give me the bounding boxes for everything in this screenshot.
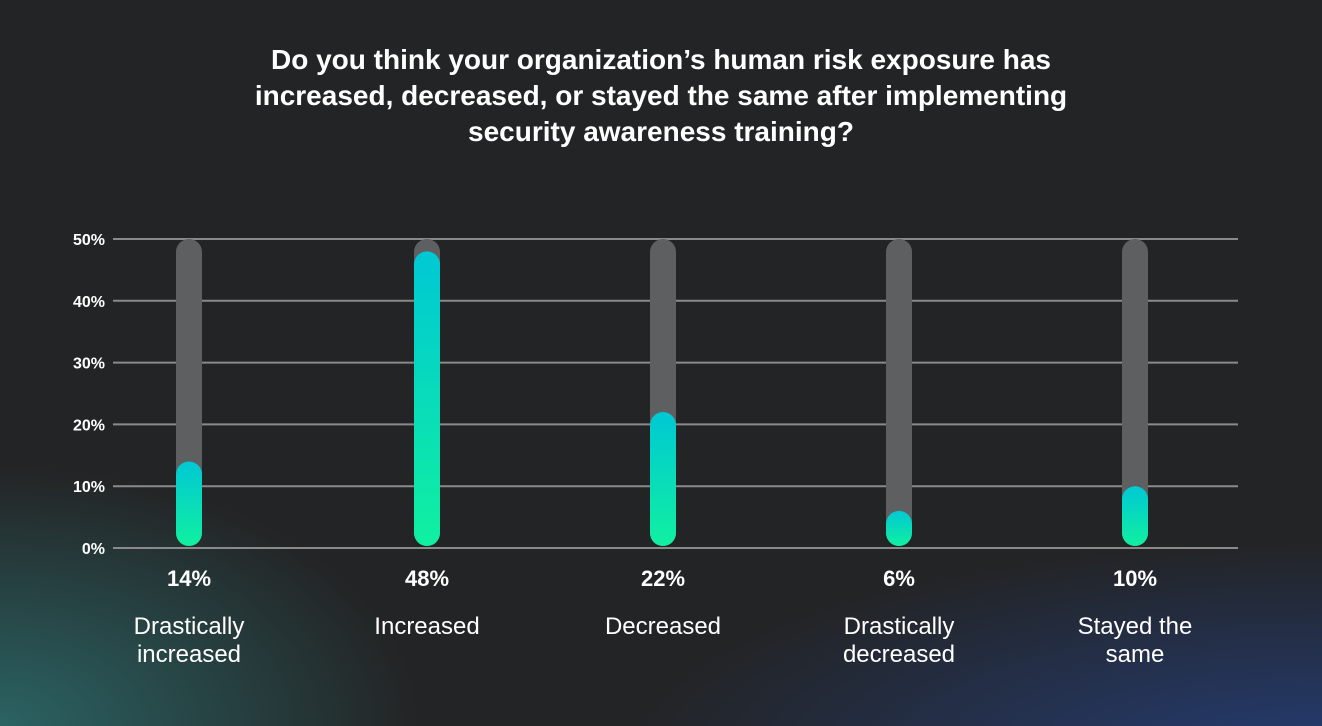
category-label: Drastically [844,613,955,640]
y-tick-label: 0% [82,541,105,558]
bar [1122,486,1148,546]
title-line: Do you think your organization’s human r… [271,44,1051,75]
value-label: 10% [1113,566,1157,591]
value-label: 22% [641,566,685,591]
category-label: Drastically [134,613,245,640]
title-line: increased, decreased, or stayed the same… [254,80,1068,111]
bar-track [1122,239,1148,546]
category-label: decreased [843,641,955,668]
y-tick-label: 40% [73,294,105,311]
y-tick-label: 30% [73,356,105,373]
bar [650,412,676,546]
category-label: same [1106,641,1165,668]
y-tick-label: 50% [73,232,105,249]
category-label: increased [137,641,241,668]
category-label: Increased [374,613,479,640]
bar [414,251,440,547]
bar [886,510,912,546]
y-tick-label: 20% [73,417,105,434]
bar-track [886,239,912,546]
category-label: Decreased [605,613,721,640]
y-tick-label: 10% [73,479,105,496]
chart-title: Do you think your organization’s human r… [0,42,1322,150]
value-label: 14% [167,566,211,591]
bar [176,461,202,546]
title-line: security awareness training? [468,116,854,147]
category-label: Stayed the [1078,613,1193,640]
value-label: 48% [405,566,449,591]
value-label: 6% [883,566,915,591]
